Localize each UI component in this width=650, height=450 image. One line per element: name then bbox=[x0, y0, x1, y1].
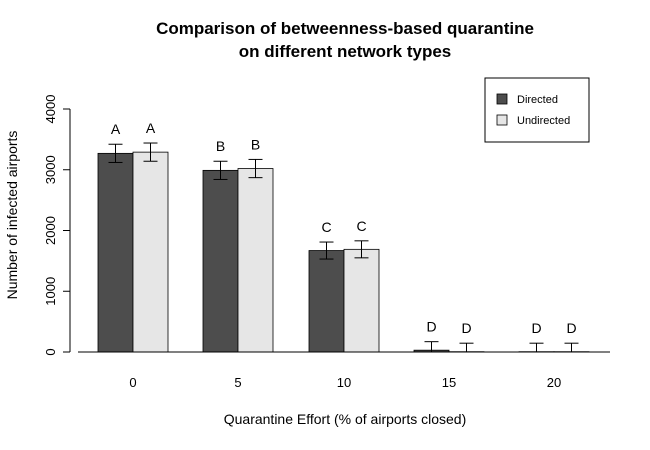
x-tick-label: 20 bbox=[547, 375, 561, 390]
significance-letter: D bbox=[461, 320, 471, 336]
y-tick-label: 2000 bbox=[43, 216, 58, 245]
y-tick-label: 3000 bbox=[43, 155, 58, 184]
chart-title-line-1: Comparison of betweenness-based quaranti… bbox=[156, 19, 534, 38]
x-axis-label: Quarantine Effort (% of airports closed) bbox=[224, 411, 467, 427]
bars: A B C D D A B C D D bbox=[97, 120, 590, 353]
significance-letter: C bbox=[321, 219, 331, 235]
significance-letter: A bbox=[111, 121, 121, 137]
legend-swatch-undirected bbox=[496, 114, 508, 126]
y-axis: 0 1000 2000 3000 4000 bbox=[43, 95, 71, 356]
legend-label-directed: Directed bbox=[517, 94, 558, 106]
significance-letter: B bbox=[251, 136, 260, 152]
significance-letter: C bbox=[356, 218, 366, 234]
bar-directed bbox=[308, 250, 345, 353]
bar-undirected bbox=[343, 248, 380, 353]
significance-letter: D bbox=[531, 320, 541, 336]
y-tick-label: 1000 bbox=[43, 277, 58, 306]
legend-swatch-directed bbox=[496, 93, 508, 105]
legend: Directed Undirected bbox=[484, 77, 590, 143]
y-axis-label: Number of infected airports bbox=[4, 131, 20, 300]
legend-label-undirected: Undirected bbox=[517, 115, 570, 127]
bar-undirected bbox=[132, 151, 169, 353]
significance-letter: B bbox=[216, 138, 225, 154]
significance-letter: A bbox=[146, 120, 156, 136]
chart-title-line-2: on different network types bbox=[239, 42, 452, 61]
bar-undirected bbox=[237, 168, 274, 353]
x-tick-label: 5 bbox=[234, 375, 241, 390]
significance-letter: D bbox=[426, 319, 436, 335]
y-tick-label: 0 bbox=[43, 348, 58, 355]
significance-letter: D bbox=[566, 320, 576, 336]
bar-directed bbox=[202, 169, 239, 353]
x-tick-label: 0 bbox=[129, 375, 136, 390]
legend-box bbox=[484, 77, 590, 143]
y-tick-label: 4000 bbox=[43, 95, 58, 124]
x-axis: 0 5 10 15 20 bbox=[78, 351, 610, 390]
bar-directed bbox=[97, 152, 134, 353]
x-tick-label: 10 bbox=[337, 375, 351, 390]
x-tick-label: 15 bbox=[442, 375, 456, 390]
